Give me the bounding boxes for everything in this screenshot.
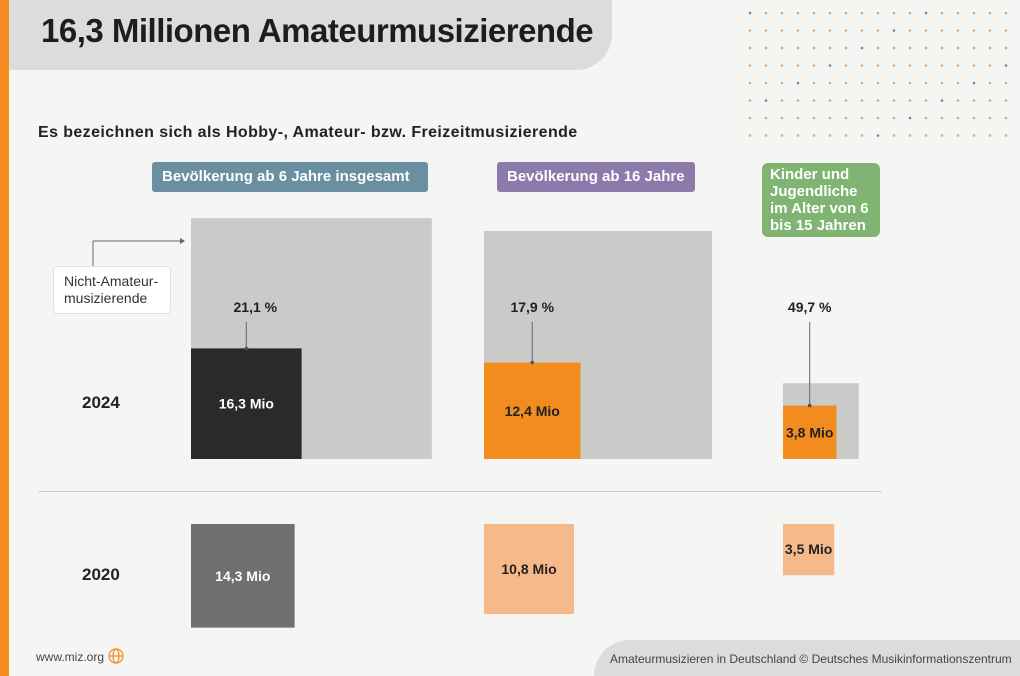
footer-source: Amateurmusizieren in Deutschland © Deuts…	[610, 652, 1012, 666]
callout-line-2: musizierende	[64, 290, 148, 306]
share-label-2024-all: 21,1 %	[234, 299, 278, 315]
chart-title: 16,3 Millionen Amateurmusizierende	[41, 12, 594, 49]
globe-icon	[108, 648, 124, 664]
year-2020-label: 2020	[82, 565, 120, 584]
footer-website[interactable]: www.miz.org	[36, 650, 105, 664]
callout-arrow-icon	[180, 238, 185, 244]
dot-pattern-decoration	[748, 11, 1008, 137]
value-label-2020-youth: 3,5 Mio	[785, 541, 832, 557]
amateur-square-2024-all	[191, 348, 302, 459]
header-population-6plus: Bevölkerung ab 6 Jahre insgesamt	[152, 162, 428, 192]
value-label-2020-adults: 10,8 Mio	[501, 561, 556, 577]
share-label-2024-adults: 17,9 %	[510, 299, 554, 315]
share-connector-dot-youth	[807, 403, 812, 408]
callout-line-1: Nicht-Amateur-	[64, 273, 159, 289]
value-label-2024-youth: 3,8 Mio	[786, 424, 833, 440]
share-label-2024-youth: 49,7 %	[788, 299, 832, 315]
share-connector-dot-adults	[530, 360, 535, 365]
non-amateur-callout: Nicht-Amateur- musizierende	[53, 266, 171, 314]
value-label-2024-adults: 12,4 Mio	[505, 403, 560, 419]
footer-source-banner: Amateurmusizieren in Deutschland © Deuts…	[594, 640, 1020, 676]
chart-subtitle: Es bezeichnen sich als Hobby-, Amateur- …	[38, 124, 578, 141]
value-label-2020-all: 14,3 Mio	[215, 568, 270, 584]
share-connector-dot-all	[244, 346, 249, 351]
year-2024-label: 2024	[82, 393, 120, 412]
amateur-square-2020-all	[191, 524, 295, 628]
header-population-16plus: Bevölkerung ab 16 Jahre	[497, 162, 695, 192]
year-divider	[38, 491, 882, 492]
amateur-square-2020-adults	[484, 524, 575, 615]
title-banner: 16,3 Millionen Amateurmusizierende	[9, 0, 612, 70]
amateur-square-2024-youth	[783, 405, 837, 459]
amateur-square-2020-youth	[783, 524, 835, 576]
amateur-square-2024-adults	[484, 362, 581, 459]
value-label-2024-all: 16,3 Mio	[219, 396, 274, 412]
orange-accent-bar	[0, 0, 9, 676]
header-children-youth: Kinder und Jugendliche im Alter von 6 bi…	[762, 163, 880, 237]
